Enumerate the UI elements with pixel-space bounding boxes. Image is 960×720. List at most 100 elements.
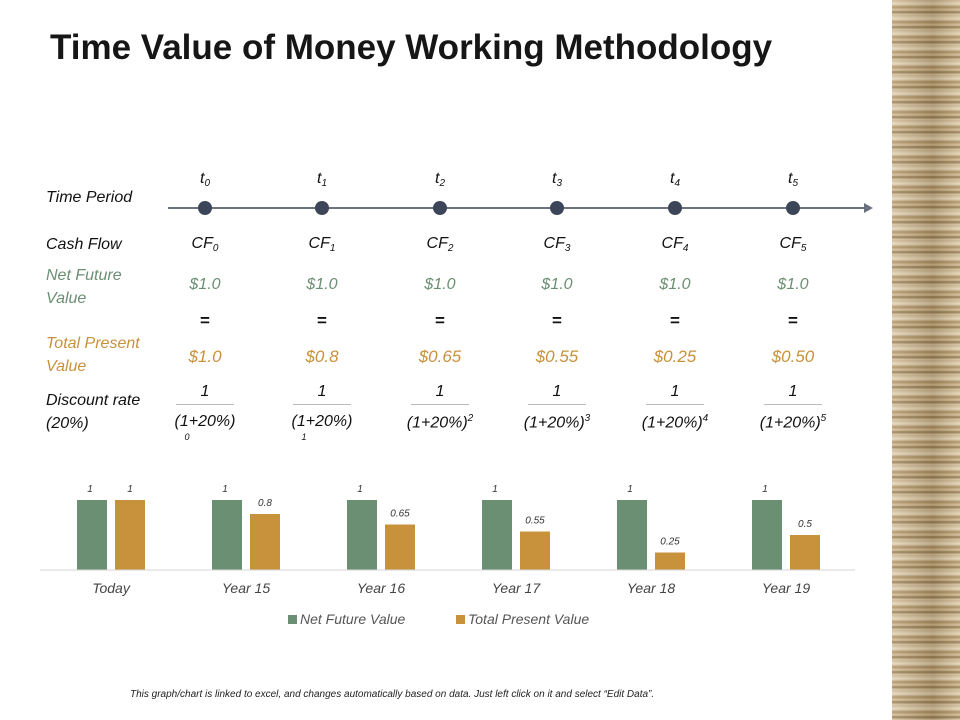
bar-net-future-value <box>617 500 647 570</box>
x-tick-label: Year 19 <box>762 580 810 596</box>
bar-data-label: 0.25 <box>660 537 680 548</box>
bar-data-label: 1 <box>762 484 768 495</box>
x-tick-label: Today <box>92 580 131 596</box>
bar-data-label: 1 <box>222 484 228 495</box>
cash-flow-value: CF1 <box>308 235 336 254</box>
fraction-numerator: 1 <box>435 383 445 400</box>
fraction-denominator: (1+20%) <box>174 413 236 430</box>
timeline-arrow-icon <box>864 203 873 213</box>
time-period-label: Time Period <box>46 189 133 206</box>
x-tick-label: Year 16 <box>357 580 405 596</box>
equals-sign: = <box>435 311 445 330</box>
bar-data-label: 1 <box>127 484 133 495</box>
net-future-value: $1.0 <box>424 276 456 293</box>
cash-flow-value: CF3 <box>543 235 571 254</box>
time-period-value: t3 <box>551 170 562 189</box>
legend-entry: Net Future Value <box>300 611 406 627</box>
net-future-value: $1.0 <box>306 276 338 293</box>
net-future-value: $1.0 <box>777 276 809 293</box>
total-present-value: $0.50 <box>771 347 815 366</box>
equals-sign: = <box>788 311 798 330</box>
legend-swatch <box>288 615 297 624</box>
bar-net-future-value <box>752 500 782 570</box>
bar-total-present-value <box>520 531 550 570</box>
page-title: Time Value of Money Working Methodology <box>50 28 773 67</box>
total-present-value: $0.55 <box>535 347 579 366</box>
time-period-value: t0 <box>199 170 210 189</box>
time-period-value: t4 <box>669 170 680 189</box>
timeline-dot <box>550 201 564 215</box>
timeline-dot <box>315 201 329 215</box>
period-column: t0 CF0 $1.0 = $1.0 1 (1+20%) 0 <box>150 0 260 460</box>
fraction-numerator: 1 <box>552 383 562 400</box>
fraction-line <box>176 404 234 405</box>
bar-total-present-value <box>655 552 685 570</box>
period-column: t5 CF5 $1.0 = $0.50 1 (1+20%)5 <box>738 0 848 460</box>
bar-data-label: 0.65 <box>390 509 410 520</box>
fraction-denominator: (1+20%)2 <box>406 413 474 432</box>
bar-data-label: 1 <box>87 484 93 495</box>
cash-flow-value: CF2 <box>426 235 454 254</box>
period-column: t4 CF4 $1.0 = $0.25 1 (1+20%)4 <box>620 0 730 460</box>
x-tick-label: Year 18 <box>627 580 675 596</box>
net-future-value: $1.0 <box>189 276 221 293</box>
fraction-line <box>293 404 351 405</box>
bar-total-present-value <box>385 524 415 570</box>
footnote: This graph/chart is linked to excel, and… <box>130 689 655 700</box>
fraction-line <box>528 404 586 405</box>
fraction-line <box>646 404 704 405</box>
period-column: t3 CF3 $1.0 = $0.55 1 (1+20%)3 <box>502 0 612 460</box>
legend-swatch <box>456 615 465 624</box>
fraction-denominator: (1+20%)5 <box>759 413 827 432</box>
bar-data-label: 0.8 <box>258 498 272 509</box>
fraction-exponent: 1 <box>301 432 307 442</box>
fraction-line <box>411 404 469 405</box>
bar-data-label: 1 <box>492 484 498 495</box>
bar-chart: 1 1 Today 1 0.8 Year 15 1 0.65 Year 16 1 0.55 Year … <box>40 484 855 627</box>
timeline-axis <box>168 207 868 209</box>
time-period-value: t2 <box>434 170 445 189</box>
fraction-line <box>764 404 822 405</box>
time-period-value: t1 <box>316 170 327 189</box>
fraction-numerator: 1 <box>317 383 327 400</box>
net-future-value: $1.0 <box>541 276 573 293</box>
bar-total-present-value <box>115 500 145 570</box>
equals-sign: = <box>200 311 210 330</box>
legend-entry: Total Present Value <box>468 611 589 627</box>
total-present-value-label: Total Present Value <box>46 335 140 375</box>
x-tick-label: Year 17 <box>492 580 541 596</box>
discount-rate-label: Discount rate (20%) <box>46 392 141 432</box>
fraction-exponent: 0 <box>184 432 190 442</box>
timeline-dot <box>786 201 800 215</box>
bar-net-future-value <box>347 500 377 570</box>
timeline-section: Time Period Cash Flow Net Future Value T… <box>46 0 873 460</box>
net-future-value-label: Net Future Value <box>46 267 122 307</box>
time-period-value: t5 <box>787 170 798 189</box>
bar-data-label: 1 <box>357 484 363 495</box>
fraction-denominator: (1+20%) <box>291 413 353 430</box>
net-future-value: $1.0 <box>659 276 691 293</box>
cash-flow-value: CF4 <box>661 235 689 254</box>
timeline-dot <box>668 201 682 215</box>
bar-data-label: 0.55 <box>525 516 545 527</box>
timeline-dot <box>198 201 212 215</box>
equals-sign: = <box>317 311 327 330</box>
coin-stack-image <box>892 0 960 720</box>
period-column: t2 CF2 $1.0 = $0.65 1 (1+20%)2 <box>385 0 495 460</box>
fraction-numerator: 1 <box>788 383 798 400</box>
fraction-denominator: (1+20%)3 <box>523 413 591 432</box>
bar-data-label: 1 <box>627 484 633 495</box>
bar-data-label: 0.5 <box>798 519 812 530</box>
equals-sign: = <box>670 311 680 330</box>
fraction-denominator: (1+20%)4 <box>641 413 709 432</box>
equals-sign: = <box>552 311 562 330</box>
period-column: t1 CF1 $1.0 = $0.8 1 (1+20%) 1 <box>267 0 377 460</box>
total-present-value: $0.25 <box>653 347 697 366</box>
bar-net-future-value <box>482 500 512 570</box>
cash-flow-value: CF0 <box>191 235 219 254</box>
bar-total-present-value <box>250 514 280 570</box>
total-present-value: $1.0 <box>188 347 222 366</box>
bar-total-present-value <box>790 535 820 570</box>
x-tick-label: Year 15 <box>222 580 270 596</box>
fraction-numerator: 1 <box>670 383 680 400</box>
